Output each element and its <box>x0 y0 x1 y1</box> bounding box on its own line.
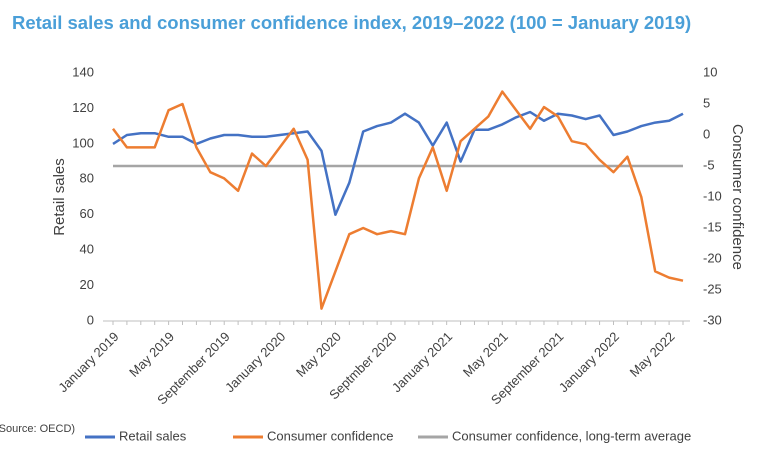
x-tick-label: May 2021 <box>460 329 511 380</box>
y2-tick-label: -5 <box>703 157 715 172</box>
y-tick-label: 80 <box>80 171 94 186</box>
y2-tick-label: 10 <box>703 64 717 79</box>
y-tick-label: 0 <box>87 312 94 327</box>
x-tick-label: May 2022 <box>627 329 678 380</box>
y2-tick-label: -15 <box>703 219 722 234</box>
y-tick-label: 120 <box>72 100 94 115</box>
source-note: (Source: OECD) <box>0 423 75 435</box>
y-tick-label: 20 <box>80 277 94 292</box>
legend-label: Retail sales <box>119 428 187 443</box>
y2-tick-label: 0 <box>703 126 710 141</box>
legend-label: Consumer confidence, long-term average <box>452 428 691 443</box>
chart-title: Retail sales and consumer confidence ind… <box>12 12 691 33</box>
x-tick-label: May 2019 <box>126 329 177 380</box>
y2-axis-title: Consumer confidence <box>729 124 746 270</box>
y-tick-label: 60 <box>80 206 94 221</box>
y2-tick-label: -20 <box>703 250 722 265</box>
y-axis-title: Retail sales <box>51 158 68 236</box>
x-tick-label: May 2020 <box>293 329 344 380</box>
y-tick-label: 100 <box>72 135 94 150</box>
y-tick-label: 140 <box>72 64 94 79</box>
series-line <box>112 110 684 216</box>
legend-label: Consumer confidence <box>267 428 393 443</box>
series-line <box>111 90 684 310</box>
y2-tick-label: 5 <box>703 95 710 110</box>
y2-tick-label: -25 <box>703 281 722 296</box>
y-tick-label: 40 <box>80 242 94 257</box>
x-tick-label: January 2019 <box>55 329 121 395</box>
y2-tick-label: -30 <box>703 312 722 327</box>
y2-tick-label: -10 <box>703 188 722 203</box>
